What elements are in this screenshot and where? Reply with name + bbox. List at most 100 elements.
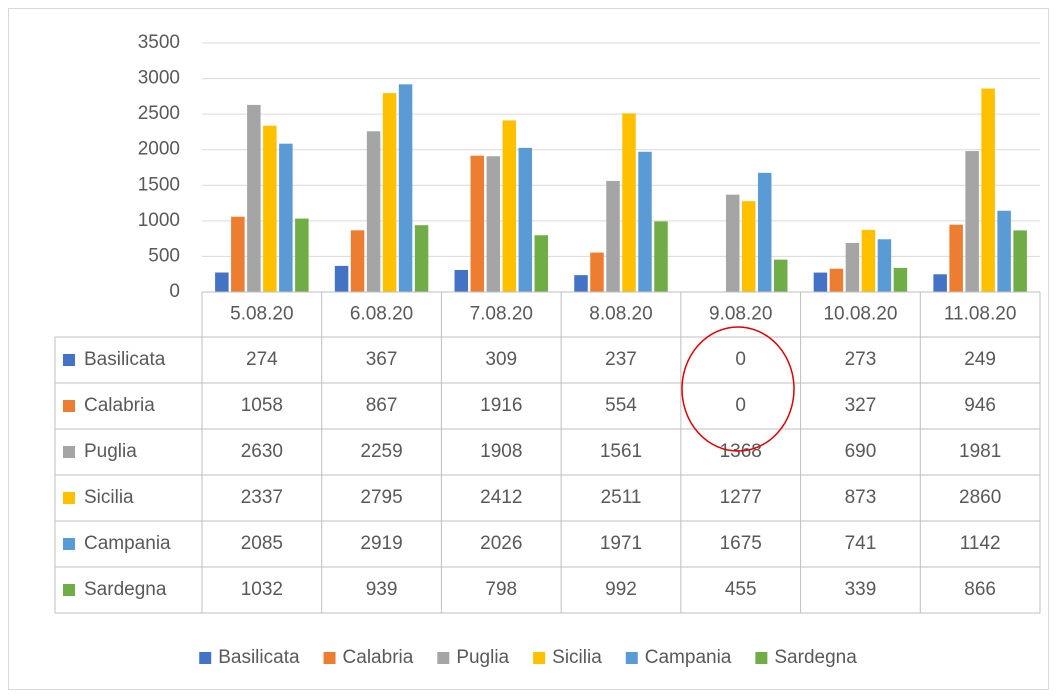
- bar: [334, 265, 349, 292]
- bar: [965, 151, 979, 292]
- table-cell: 1981: [959, 441, 1001, 462]
- table-cell: 867: [366, 395, 398, 416]
- bar: [215, 272, 229, 292]
- table-cell: 2630: [241, 441, 283, 462]
- legend-key: [533, 652, 546, 664]
- table-cell: 873: [845, 487, 877, 508]
- legend-label: Campania: [645, 647, 732, 668]
- table-cell: 992: [605, 579, 637, 600]
- bar: [486, 156, 501, 292]
- row-key: [63, 584, 75, 596]
- table-cell: 1277: [720, 487, 762, 508]
- x-tick-label: 7.08.20: [470, 304, 533, 325]
- bar: [845, 242, 860, 292]
- table-cell: 2795: [360, 487, 402, 508]
- y-tick-label: 2500: [138, 103, 180, 124]
- bar: [933, 274, 947, 292]
- legend-label: Sardegna: [774, 647, 857, 668]
- table-cell: 327: [845, 395, 877, 416]
- bar: [861, 229, 876, 292]
- y-tick-label: 500: [148, 245, 180, 266]
- y-tick-label: 2000: [138, 139, 180, 160]
- y-tick-label: 1500: [138, 174, 180, 195]
- table-cell: 554: [605, 395, 637, 416]
- table-cell: 2919: [360, 533, 402, 554]
- bar: [741, 201, 756, 292]
- bar: [350, 230, 365, 292]
- row-label: Campania: [84, 533, 171, 554]
- bar: [773, 259, 788, 292]
- table-cell: 1032: [241, 579, 283, 600]
- table-cell: 1675: [720, 533, 762, 554]
- bar: [590, 252, 604, 292]
- table-cell: 455: [725, 579, 757, 600]
- bar: [1013, 230, 1027, 292]
- table-cell: 249: [964, 349, 996, 370]
- table-cell: 2026: [480, 533, 522, 554]
- row-key: [63, 538, 75, 550]
- table-cell: 1058: [241, 395, 283, 416]
- bar: [366, 131, 381, 292]
- bar: [654, 221, 668, 292]
- bar: [813, 272, 828, 292]
- table-cell: 939: [366, 579, 398, 600]
- table-cell: 1908: [480, 441, 522, 462]
- row-label: Sardegna: [84, 579, 167, 600]
- row-label: Puglia: [84, 441, 137, 462]
- x-tick-label: 9.08.20: [709, 304, 772, 325]
- bar: [997, 210, 1011, 292]
- legend-key: [323, 652, 336, 664]
- legend-key: [625, 652, 638, 664]
- legend-label: Sicilia: [552, 647, 602, 668]
- bar: [574, 275, 588, 292]
- row-label: Basilicata: [84, 349, 166, 370]
- bar: [638, 151, 652, 292]
- table-cell: 0: [735, 395, 746, 416]
- table-cell: 237: [605, 349, 637, 370]
- bar: [877, 239, 892, 292]
- bar: [981, 88, 995, 292]
- bar: [295, 218, 309, 292]
- row-key: [63, 354, 75, 366]
- table-cell: 2860: [959, 487, 1001, 508]
- legend-key: [755, 652, 768, 664]
- y-tick-label: 3000: [138, 68, 180, 89]
- bar: [454, 270, 469, 292]
- table-cell: 367: [366, 349, 398, 370]
- table-cell: 1561: [600, 441, 642, 462]
- bar: [247, 104, 261, 292]
- chart-border: [8, 8, 1049, 690]
- bar: [382, 93, 397, 292]
- row-label: Calabria: [84, 395, 155, 416]
- bar: [502, 120, 517, 292]
- table-cell: 309: [485, 349, 517, 370]
- bar: [279, 143, 293, 292]
- x-tick-label: 5.08.20: [230, 304, 293, 325]
- legend-key: [199, 652, 212, 664]
- x-tick-label: 10.08.20: [823, 304, 897, 325]
- row-key: [63, 400, 75, 412]
- x-tick-label: 11.08.20: [944, 304, 1017, 325]
- y-tick-label: 1000: [138, 210, 180, 231]
- table-cell: 1971: [600, 533, 642, 554]
- table-cell: 339: [845, 579, 877, 600]
- legend-label: Basilicata: [218, 647, 300, 668]
- table-cell: 2511: [601, 487, 642, 508]
- bar: [470, 155, 485, 292]
- y-tick-label: 0: [169, 281, 180, 302]
- table-cell: 1142: [960, 533, 1001, 554]
- bar: [263, 125, 277, 293]
- bar: [231, 216, 245, 292]
- bar: [757, 172, 772, 292]
- bar: [606, 180, 620, 292]
- bar: [622, 113, 636, 292]
- table-cell: 274: [246, 349, 278, 370]
- x-tick-label: 6.08.20: [350, 304, 413, 325]
- table-cell: 866: [964, 579, 996, 600]
- table-cell: 798: [485, 579, 517, 600]
- bar: [725, 194, 740, 292]
- legend-key: [437, 652, 450, 664]
- bar: [829, 268, 844, 292]
